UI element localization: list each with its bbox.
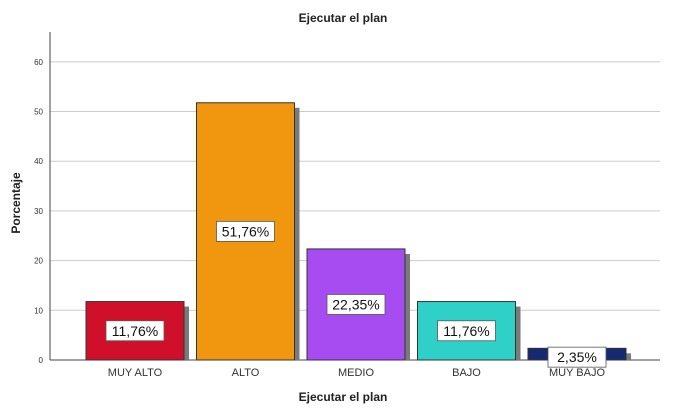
y-tick-label: 0 [39, 356, 44, 365]
chart-title: Ejecutar el plan [299, 11, 388, 25]
data-label: 11,76% [112, 323, 158, 339]
y-tick-label: 60 [34, 58, 43, 67]
y-tick-label: 40 [34, 157, 43, 166]
x-tick-label: BAJO [452, 367, 481, 379]
data-label: 22,35% [332, 296, 379, 312]
y-axis-label: Porcentaje [9, 172, 23, 234]
data-label-box [547, 346, 607, 368]
data-label-box [105, 320, 165, 342]
x-tick-label: ALTO [232, 367, 260, 379]
x-tick-label: MUY BAJO [549, 367, 605, 379]
y-tick-label: 50 [34, 108, 43, 117]
x-axis-label: Ejecutar el plan [299, 390, 388, 404]
data-labels: 11,76% 51,76% 22,35% 11,76% 2,35% [105, 220, 607, 368]
data-label: 51,76% [222, 223, 269, 239]
x-tick-label: MUY ALTO [108, 367, 163, 379]
bars [85, 102, 631, 361]
y-tick-label: 10 [34, 306, 43, 315]
y-tick-label: 20 [34, 257, 43, 266]
data-label-box [437, 320, 496, 342]
data-label: 11,76% [443, 323, 489, 339]
data-label-box [216, 220, 275, 242]
tick-labels: 0 10 20 30 40 50 60 MUY ALTO ALTO MEDIO BAJO MUY BA… [34, 58, 605, 379]
x-tick-label: MEDIO [338, 367, 375, 379]
data-label: 2,35% [557, 349, 597, 365]
data-label-box [326, 294, 386, 315]
y-tick-label: 30 [34, 207, 43, 216]
